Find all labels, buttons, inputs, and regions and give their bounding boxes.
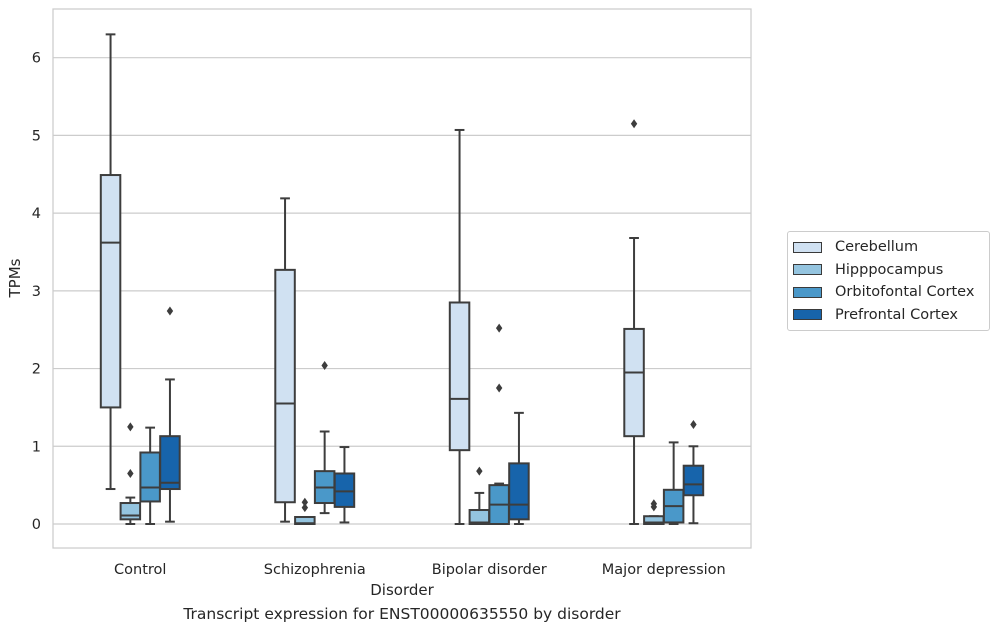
y-tick-label: 2 <box>32 362 41 378</box>
outlier-point <box>650 499 658 509</box>
y-tick-labels: 0 1 2 3 4 5 6 <box>32 51 41 533</box>
box <box>119 502 142 521</box>
box-group <box>448 128 530 526</box>
y-tick-label: 4 <box>32 206 41 222</box>
outlier-point <box>166 306 174 316</box>
figure-caption: Transcript expression for ENST0000063555… <box>183 605 621 623</box>
x-tick-label: Bipolar disorder <box>432 562 547 578</box>
legend-swatch <box>793 241 822 253</box>
box <box>274 268 296 504</box>
y-tick-label: 1 <box>32 439 41 455</box>
x-tick-labels: Control Schizophrenia Bipolar disorder Majo… <box>114 562 726 578</box>
box <box>448 301 471 452</box>
box-group <box>623 119 705 526</box>
legend-item: Cerebellum <box>788 236 989 259</box>
y-tick-label: 5 <box>32 128 41 144</box>
y-tick-label: 0 <box>32 517 41 533</box>
outlier-point <box>321 360 328 370</box>
plot-frame <box>52 8 752 549</box>
legend-label: Cerebellum <box>835 239 919 256</box>
outlier-point <box>476 466 483 476</box>
outlier-point <box>630 119 638 129</box>
legend-swatch <box>793 286 822 298</box>
legend-swatch <box>793 264 822 276</box>
x-axis-label: Disorder <box>370 581 434 599</box>
legend-label: Orbitofontal Cortex <box>835 284 975 301</box>
x-tick-label: Schizophrenia <box>264 562 366 578</box>
legend: Cerebellum Hipppocampus Orbitofontal Corte… <box>787 231 990 331</box>
outlier-point <box>495 383 503 393</box>
box-groups <box>99 33 705 526</box>
y-tick-label: 3 <box>32 284 41 300</box>
outlier-point <box>301 503 309 513</box>
x-tick-label: Control <box>114 562 166 578</box>
outlier-point <box>127 422 134 432</box>
outlier-point <box>495 323 503 333</box>
box <box>99 174 122 409</box>
legend-item: Orbitofontal Cortex <box>788 281 989 304</box>
outlier-point <box>301 497 309 507</box>
legend-label: Prefrontal Cortex <box>835 306 958 323</box>
box <box>159 435 181 491</box>
box-group <box>99 33 181 525</box>
box <box>139 451 161 503</box>
x-tick-label: Major depression <box>602 562 726 578</box>
legend-swatch <box>793 309 822 321</box>
legend-item: Hipppocampus <box>788 259 989 282</box>
y-axis-label: TPMs <box>6 258 24 298</box>
box <box>333 472 356 508</box>
outlier-point <box>127 468 134 478</box>
legend-label: Hipppocampus <box>835 261 944 278</box>
box <box>623 327 645 438</box>
outlier-point <box>690 420 697 430</box>
box-group <box>274 197 356 525</box>
y-tick-label: 6 <box>32 51 41 67</box>
box <box>682 464 705 497</box>
legend-item: Prefrontal Cortex <box>788 304 989 327</box>
box <box>508 462 530 521</box>
